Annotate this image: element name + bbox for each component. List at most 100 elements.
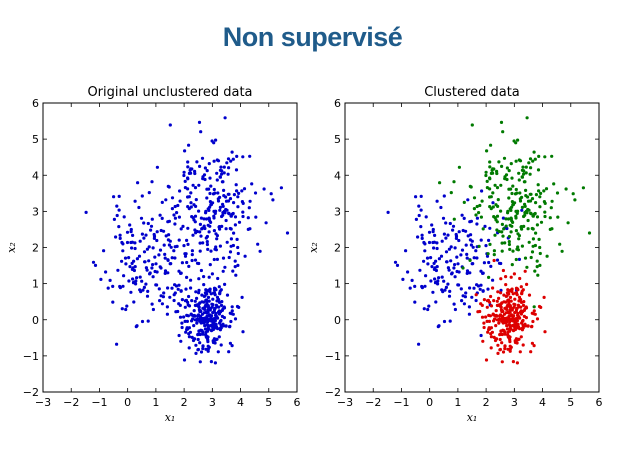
data-point	[186, 160, 190, 164]
data-point	[543, 214, 547, 219]
data-point	[558, 242, 562, 246]
data-point	[204, 330, 208, 335]
data-point	[529, 166, 533, 170]
data-point	[393, 260, 398, 264]
y-tick-label: 3	[32, 205, 39, 218]
data-point	[484, 244, 488, 248]
data-point	[205, 336, 209, 340]
data-point	[454, 234, 459, 238]
data-point	[506, 347, 510, 351]
data-point	[196, 304, 201, 308]
data-point	[178, 303, 182, 307]
data-point	[146, 289, 150, 293]
data-point	[118, 286, 122, 290]
data-point	[542, 189, 546, 193]
data-point	[475, 256, 479, 260]
data-point	[442, 194, 446, 198]
x-tick-label: 4	[237, 396, 244, 409]
data-point	[167, 233, 171, 237]
data-point	[503, 344, 507, 348]
data-point	[510, 224, 514, 228]
data-point	[194, 204, 198, 208]
data-point	[500, 341, 504, 345]
data-point	[176, 287, 180, 291]
data-point	[446, 233, 450, 237]
data-point	[468, 271, 472, 275]
data-point	[517, 171, 521, 175]
data-point	[482, 325, 486, 330]
data-point	[414, 195, 418, 199]
data-point	[186, 205, 190, 209]
data-point	[224, 195, 228, 199]
data-point	[201, 175, 205, 179]
data-point	[190, 258, 194, 263]
data-point	[160, 216, 164, 220]
data-point	[220, 180, 224, 184]
data-point	[198, 360, 202, 364]
data-point	[125, 304, 129, 308]
data-point	[211, 339, 215, 343]
y-tick-label: 2	[334, 242, 341, 255]
data-point	[218, 244, 222, 248]
data-point	[521, 343, 525, 347]
data-point	[279, 186, 283, 190]
data-point	[499, 291, 503, 295]
data-point	[469, 233, 473, 237]
data-point	[155, 165, 159, 169]
data-point	[233, 317, 238, 321]
data-point	[587, 231, 592, 235]
data-point	[215, 178, 219, 182]
data-point	[198, 314, 203, 319]
data-point	[120, 259, 124, 263]
data-point	[538, 263, 542, 267]
data-point	[475, 204, 479, 209]
data-point	[285, 231, 290, 235]
data-point	[522, 308, 527, 312]
data-point	[218, 208, 222, 212]
data-point	[191, 233, 195, 237]
data-point	[210, 305, 214, 309]
data-point	[142, 250, 147, 254]
data-point	[507, 323, 511, 327]
data-point	[199, 328, 203, 332]
data-point	[484, 315, 488, 319]
data-point	[202, 317, 206, 321]
data-point	[498, 337, 502, 342]
data-point	[208, 205, 212, 209]
data-point	[212, 229, 216, 233]
data-point	[180, 298, 184, 302]
data-point	[162, 291, 166, 295]
data-point	[173, 222, 177, 226]
data-point	[142, 285, 146, 289]
data-point	[122, 274, 126, 278]
data-point	[545, 254, 549, 258]
y-tick-label: −1	[325, 350, 341, 363]
data-point	[125, 240, 130, 245]
chart-title: Clustered data	[424, 85, 520, 100]
data-point	[184, 252, 188, 256]
data-point	[223, 211, 227, 215]
data-point	[489, 143, 493, 147]
data-point	[500, 317, 504, 321]
data-point	[485, 149, 489, 153]
data-point	[127, 279, 131, 283]
data-point	[488, 165, 492, 169]
data-point	[482, 321, 486, 325]
data-point	[219, 318, 223, 323]
data-point	[511, 360, 515, 364]
data-point	[468, 286, 472, 290]
data-point	[233, 215, 238, 219]
data-point	[220, 224, 224, 228]
y-axis-label: x₂	[5, 242, 18, 253]
data-point	[494, 313, 498, 318]
data-point	[209, 319, 213, 323]
data-point	[193, 299, 197, 303]
data-point	[173, 204, 177, 209]
data-point	[195, 321, 199, 325]
data-point	[236, 245, 240, 250]
data-point	[173, 283, 177, 287]
data-point	[224, 199, 229, 203]
data-point	[525, 211, 529, 215]
data-point	[535, 215, 540, 219]
data-point	[452, 180, 456, 184]
